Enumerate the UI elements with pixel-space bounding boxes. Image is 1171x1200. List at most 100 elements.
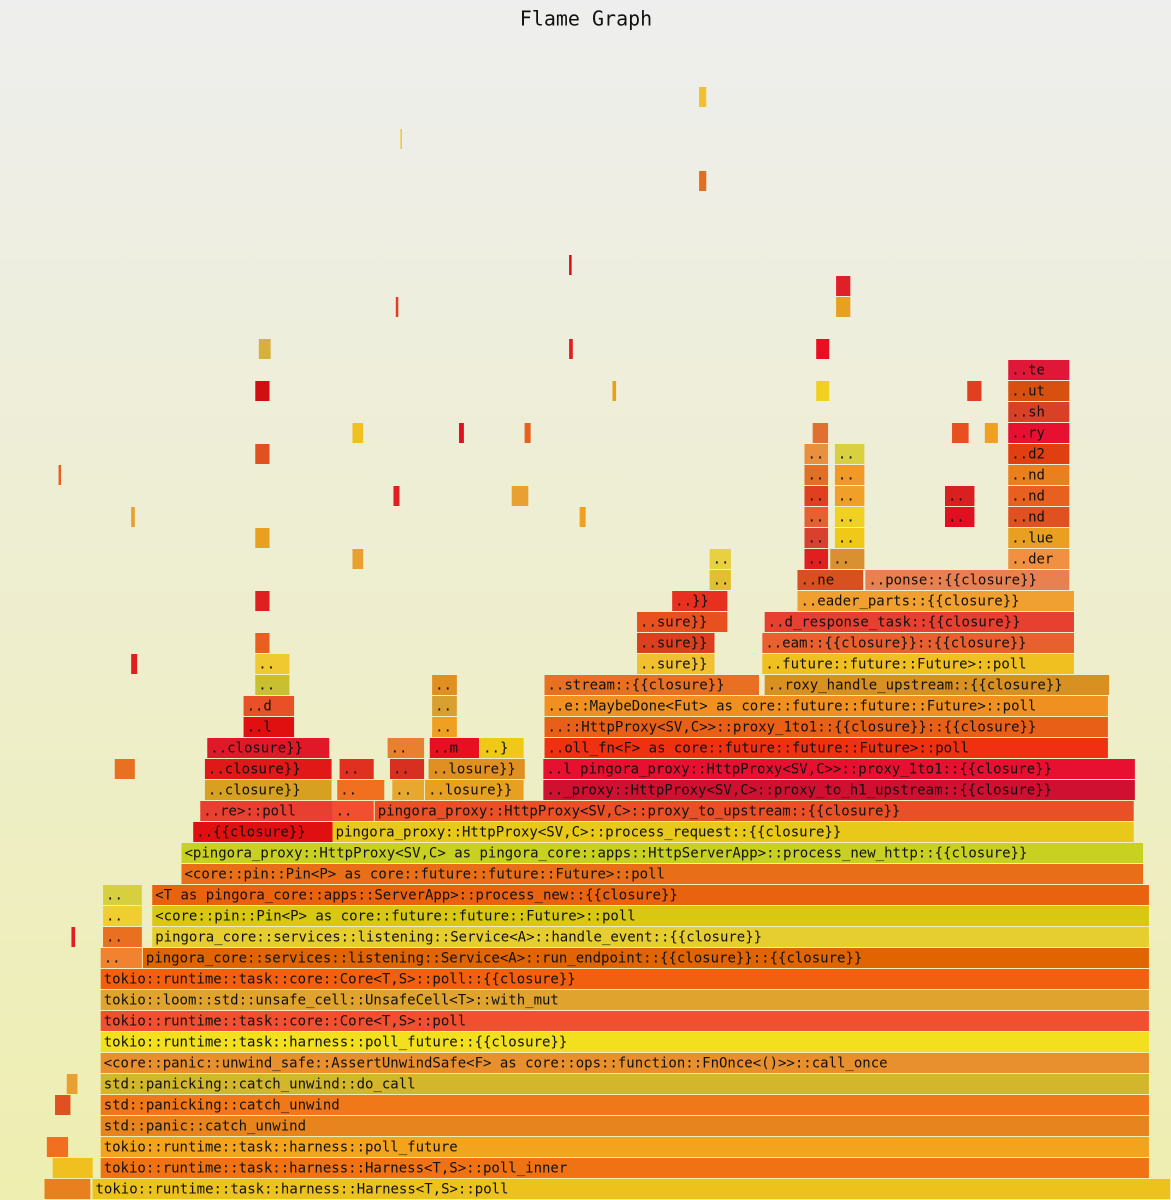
frame-group[interactable]: ..sure}} xyxy=(637,654,715,674)
frame[interactable] xyxy=(66,1074,78,1094)
frame-label[interactable]: ..future::future::Future>::poll xyxy=(765,657,1026,673)
frame-group[interactable]: std::panic::catch_unwind xyxy=(100,1116,1149,1136)
frame-group[interactable]: <pingora_proxy::HttpProxy<SV,C> as pingo… xyxy=(181,843,1144,863)
frame-label[interactable]: ..d xyxy=(247,699,272,715)
frame-label[interactable]: ..closure}} xyxy=(210,741,303,757)
frame-label[interactable]: ..ponse::{{closure}} xyxy=(868,573,1037,589)
frame-group[interactable]: .. xyxy=(387,738,425,758)
frame-label[interactable]: .. xyxy=(838,531,855,547)
frame-group[interactable] xyxy=(511,486,529,506)
frame-group[interactable] xyxy=(579,507,586,527)
frame-label[interactable]: .. xyxy=(343,762,360,778)
frame[interactable] xyxy=(103,906,142,926)
frame-group[interactable]: tokio::runtime::task::core::Core<T,S>::p… xyxy=(100,969,1149,989)
frame[interactable] xyxy=(569,339,573,359)
frame-group[interactable]: .. xyxy=(432,696,457,716)
frame-group[interactable]: ..ne xyxy=(797,570,864,590)
frame[interactable] xyxy=(672,591,728,611)
frame[interactable] xyxy=(332,801,374,821)
frame-group[interactable] xyxy=(258,339,271,359)
frame-label[interactable]: .. xyxy=(807,510,824,526)
frame[interactable] xyxy=(255,528,270,548)
frame-group[interactable] xyxy=(114,759,135,779)
frame-group[interactable]: ..nd xyxy=(1008,465,1070,485)
frame-label[interactable]: .. xyxy=(258,678,275,694)
frame-group[interactable]: ..closure}} xyxy=(204,780,332,800)
frame-group[interactable]: ..closure}} xyxy=(207,738,330,758)
frame-group[interactable]: ..l pingora_proxy::HttpProxy<SV,C>>::pro… xyxy=(543,759,1135,779)
frame[interactable] xyxy=(762,654,1074,674)
frame[interactable] xyxy=(1008,486,1070,506)
frame[interactable] xyxy=(804,486,829,506)
frame-label[interactable]: .. xyxy=(838,468,855,484)
frame-group[interactable]: .. xyxy=(834,444,865,464)
frame-group[interactable]: .. xyxy=(103,885,142,905)
frame-label[interactable]: ..stream::{{closure}} xyxy=(548,678,725,694)
frame-label[interactable]: .. xyxy=(948,510,965,526)
frame-group[interactable]: .. xyxy=(834,507,865,527)
frame[interactable] xyxy=(131,507,135,527)
frame-group[interactable]: ..{{closure}} xyxy=(193,822,333,842)
frame[interactable] xyxy=(332,822,1134,842)
frame-group[interactable] xyxy=(812,423,829,443)
frame-label[interactable]: std::panicking::catch_unwind::do_call xyxy=(104,1077,416,1093)
frame-group[interactable]: .. xyxy=(332,801,374,821)
frame-label[interactable]: ..re>::poll xyxy=(203,804,296,820)
frame-group[interactable]: tokio::runtime::task::harness::poll_futu… xyxy=(100,1137,1149,1157)
frame-group[interactable]: pingora_core::services::listening::Servi… xyxy=(142,948,1149,968)
frame-group[interactable]: .. xyxy=(103,906,142,926)
frame-group[interactable]: .. xyxy=(389,759,425,779)
frame-group[interactable] xyxy=(836,297,851,317)
frame-label[interactable]: ..eader_parts::{{closure}} xyxy=(800,594,1019,610)
frame[interactable] xyxy=(834,528,865,548)
frame[interactable] xyxy=(389,759,425,779)
frame-group[interactable] xyxy=(699,171,707,191)
frame-label[interactable]: ..losure}} xyxy=(428,783,512,799)
frame-label[interactable]: std::panic::catch_unwind xyxy=(104,1119,306,1135)
frame-group[interactable] xyxy=(395,297,399,317)
frame-group[interactable]: ..lue xyxy=(1008,528,1070,548)
frame-label[interactable]: .. xyxy=(807,531,824,547)
frame[interactable] xyxy=(181,864,1144,884)
frame-label[interactable]: tokio::runtime::task::harness::Harness<T… xyxy=(96,1182,509,1198)
frame[interactable] xyxy=(1008,465,1070,485)
frame[interactable] xyxy=(816,381,830,401)
frame[interactable] xyxy=(797,591,1074,611)
frame-label[interactable]: ..oll_fn<F> as core::future::future::Fut… xyxy=(548,741,969,757)
frame[interactable] xyxy=(816,339,830,359)
frame-group[interactable]: .. xyxy=(100,948,142,968)
frame[interactable] xyxy=(255,633,270,653)
frame-label[interactable]: .. xyxy=(948,489,965,505)
frame-label[interactable]: ..e::MaybeDone<Fut> as core::future::fut… xyxy=(548,699,1037,715)
frame-group[interactable]: .._proxy::HttpProxy<SV,C>::proxy_to_h1_u… xyxy=(543,780,1135,800)
frame[interactable] xyxy=(204,759,332,779)
frame-group[interactable]: ..} xyxy=(480,738,524,758)
frame-label[interactable]: ..sh xyxy=(1011,405,1045,421)
frame-label[interactable]: .. xyxy=(838,510,855,526)
frame-label[interactable]: <core::pin::Pin<P> as core::future::futu… xyxy=(155,909,635,925)
frame[interactable] xyxy=(579,507,586,527)
frame-group[interactable]: ..sure}} xyxy=(637,633,715,653)
frame-group[interactable]: ..sure}} xyxy=(637,612,728,632)
frame-group[interactable]: .. xyxy=(432,717,457,737)
frame-group[interactable] xyxy=(569,339,573,359)
frame-group[interactable]: <core::pin::Pin<P> as core::future::futu… xyxy=(181,864,1144,884)
frame-group[interactable]: ..roxy_handle_upstream::{{closure}} xyxy=(764,675,1110,695)
frame-group[interactable]: .. xyxy=(339,759,374,779)
frame[interactable] xyxy=(243,696,295,716)
frame-label[interactable]: ..nd xyxy=(1011,510,1045,526)
frame[interactable] xyxy=(425,780,524,800)
frame-label[interactable]: .. xyxy=(106,930,123,946)
frame[interactable] xyxy=(1008,381,1070,401)
frame-label[interactable]: .. xyxy=(340,783,357,799)
frame-group[interactable]: tokio::loom::std::unsafe_cell::UnsafeCel… xyxy=(100,990,1149,1010)
frame-group[interactable]: .. xyxy=(255,654,290,674)
frame-label[interactable]: ..{{closure}} xyxy=(196,825,306,841)
frame-group[interactable]: ..e::MaybeDone<Fut> as core::future::fut… xyxy=(544,696,1108,716)
frame[interactable] xyxy=(1008,402,1070,422)
frame-label[interactable]: .. xyxy=(395,783,412,799)
frame[interactable] xyxy=(543,780,1135,800)
frame[interactable] xyxy=(944,486,975,506)
frame-group[interactable]: tokio::runtime::task::harness::poll_futu… xyxy=(100,1032,1149,1052)
frame-group[interactable] xyxy=(352,549,364,569)
